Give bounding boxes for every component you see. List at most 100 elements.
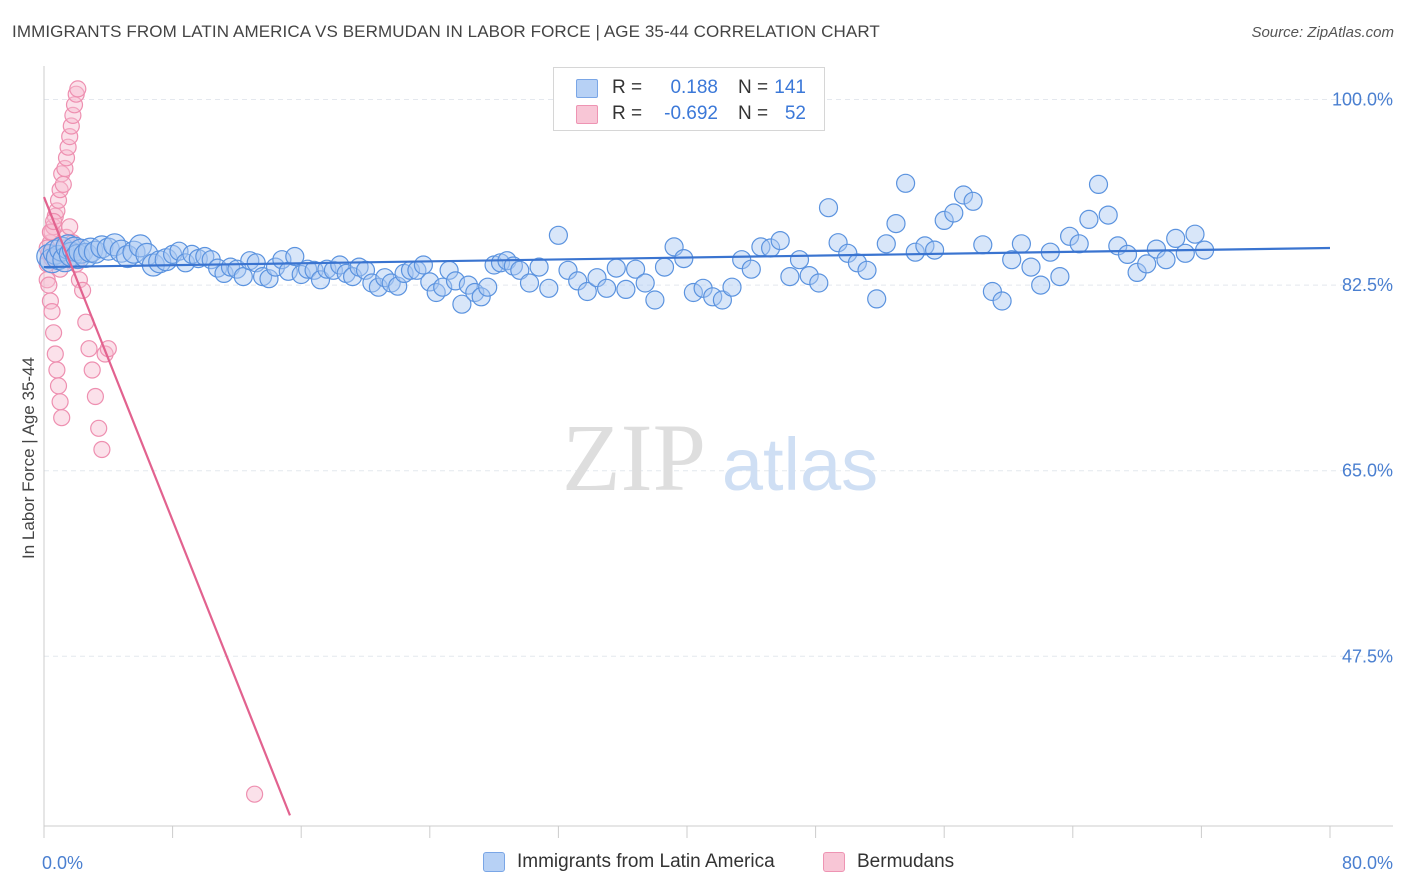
source-label: Source: ZipAtlas.com xyxy=(1251,24,1394,41)
data-point xyxy=(426,282,446,303)
data-point xyxy=(1098,205,1118,225)
data-point xyxy=(1031,275,1051,295)
data-point xyxy=(519,273,540,293)
data-point xyxy=(1175,243,1195,263)
data-point xyxy=(818,198,839,218)
legend-label-latin-america: Immigrants from Latin America xyxy=(517,851,775,872)
data-point xyxy=(1079,209,1099,229)
data-point xyxy=(80,340,98,358)
data-point xyxy=(1156,250,1176,270)
data-point xyxy=(654,257,675,277)
data-point xyxy=(246,785,264,803)
data-point xyxy=(789,250,810,270)
data-point xyxy=(1011,234,1032,254)
data-point xyxy=(867,289,887,309)
data-point xyxy=(587,268,607,288)
data-point xyxy=(1088,174,1109,194)
data-point xyxy=(86,387,105,406)
data-point xyxy=(62,117,80,135)
data-point xyxy=(529,257,549,277)
data-point xyxy=(64,106,82,125)
data-point xyxy=(452,294,472,314)
data-point xyxy=(847,253,868,273)
legend-swatch-blue xyxy=(483,852,505,872)
data-point xyxy=(56,159,74,178)
data-point xyxy=(285,246,305,267)
y-tick-label: 65.0% xyxy=(1342,461,1393,481)
data-point xyxy=(963,191,983,211)
data-point xyxy=(57,149,76,167)
data-point xyxy=(53,409,71,427)
data-point xyxy=(61,128,79,146)
data-point xyxy=(298,259,318,279)
data-point xyxy=(548,225,569,245)
data-point xyxy=(1002,250,1022,270)
data-point xyxy=(596,278,617,298)
data-point xyxy=(233,267,253,287)
data-point xyxy=(828,233,848,253)
y-tick-label: 100.0% xyxy=(1332,90,1393,110)
legend-row-blue: R = 0.188 N = 141 xyxy=(576,76,806,100)
series-legend: Immigrants from Latin America Bermudans xyxy=(0,851,1406,877)
legend-swatch-blue xyxy=(576,78,598,98)
data-point xyxy=(40,276,58,294)
data-point xyxy=(59,138,77,156)
data-point xyxy=(577,281,597,302)
data-point xyxy=(1166,228,1186,248)
grid-lines xyxy=(44,99,1393,657)
data-point xyxy=(625,259,646,279)
y-tick-labels: 47.5% 65.0% 82.5% 100.0% xyxy=(1332,90,1393,667)
legend-r-value: 0.188 xyxy=(670,77,718,98)
data-point xyxy=(1069,234,1089,254)
data-point xyxy=(43,303,61,321)
data-point xyxy=(770,231,790,251)
data-point xyxy=(895,173,916,193)
trend-line xyxy=(43,246,1331,269)
data-point xyxy=(876,234,896,254)
y-tick-label: 47.5% xyxy=(1342,646,1393,666)
data-point xyxy=(46,345,64,363)
data-point xyxy=(48,361,66,379)
chart-title: IMMIGRANTS FROM LATIN AMERICA VS BERMUDA… xyxy=(12,22,880,41)
data-point xyxy=(712,290,733,310)
data-point xyxy=(973,235,993,255)
legend-label-bermudans: Bermudans xyxy=(857,851,955,872)
data-point xyxy=(471,287,491,307)
data-point xyxy=(616,279,636,299)
bermudans-points xyxy=(38,80,264,803)
trend-line xyxy=(42,196,291,816)
legend-r-value: -0.692 xyxy=(664,103,718,124)
data-point xyxy=(568,271,588,291)
legend-row-pink: R = -0.692 N = 52 xyxy=(576,102,806,126)
legend-item-latin-america: Immigrants from Latin America xyxy=(483,851,775,873)
data-point xyxy=(41,292,60,310)
x-tick-min: 0.0% xyxy=(42,853,83,873)
data-point xyxy=(1146,239,1167,259)
data-point xyxy=(413,255,433,275)
legend-item-bermudans: Bermudans xyxy=(823,851,954,873)
x-tick-max: 80.0% xyxy=(1342,853,1393,873)
legend-swatch-pink xyxy=(576,104,598,124)
data-point xyxy=(924,240,945,260)
data-point xyxy=(1059,226,1080,246)
data-point xyxy=(722,277,742,297)
data-point xyxy=(1117,244,1138,264)
data-point xyxy=(780,267,800,287)
data-point xyxy=(1137,254,1157,274)
data-point xyxy=(1185,224,1205,244)
data-point xyxy=(49,377,68,395)
data-point xyxy=(809,273,829,293)
data-point xyxy=(51,393,69,411)
data-point xyxy=(992,291,1012,311)
legend-r-label: R = xyxy=(612,103,643,124)
axes xyxy=(43,66,1393,838)
data-point xyxy=(683,282,704,303)
legend-n-value: 52 xyxy=(784,103,806,124)
data-point xyxy=(44,324,63,342)
watermark-zip: ZIP xyxy=(562,404,706,511)
data-point xyxy=(259,269,279,289)
y-axis-label: In Labor Force | Age 35-44 xyxy=(19,357,38,559)
data-point xyxy=(49,191,68,209)
data-point xyxy=(886,214,906,234)
